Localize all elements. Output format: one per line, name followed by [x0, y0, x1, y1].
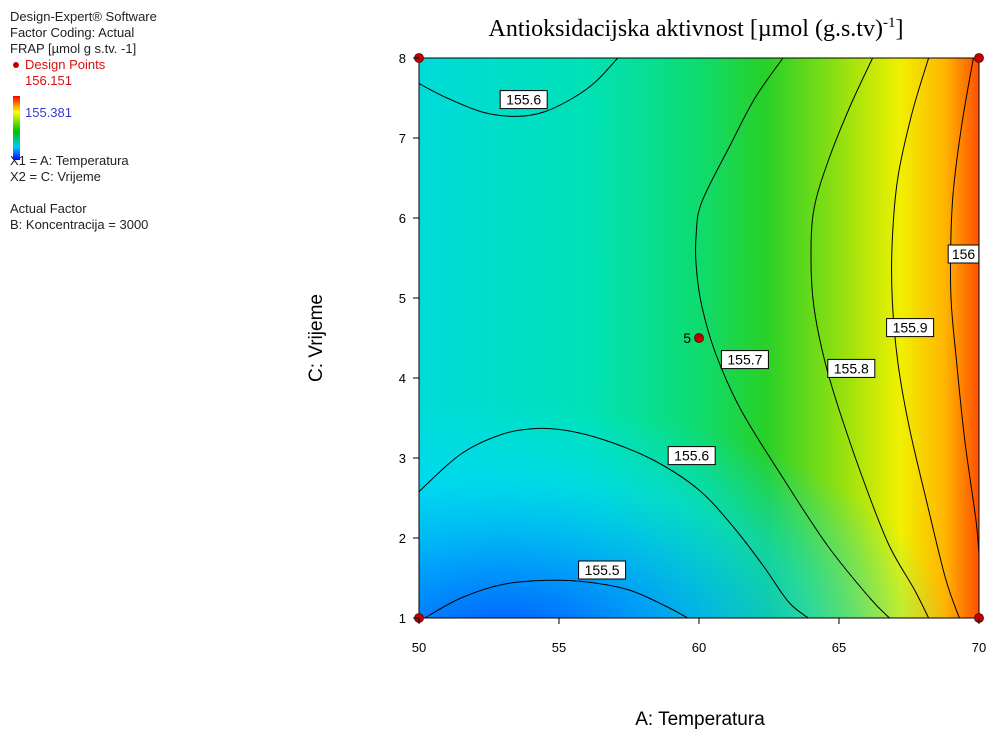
contour-label-box-4: [827, 358, 876, 378]
legend-panel: Design-Expert® Software Factor Coding: A…: [10, 9, 157, 233]
x2-factor: X2 = C: Vrijeme: [10, 169, 101, 184]
design-points-label: Design Points: [25, 57, 106, 72]
chart-title-superscript: -1: [883, 15, 896, 31]
x-axis-label: A: Temperatura: [635, 709, 765, 730]
contour-label-4: 155.8: [834, 360, 869, 376]
contour-line-1: [418, 57, 619, 117]
x-tick-label-0: 50: [412, 640, 426, 655]
y-tick-label-5: 6: [399, 211, 406, 226]
chart-title-suffix: ]: [895, 16, 903, 42]
actual-factor-value: B: Koncentracija = 3000: [10, 217, 149, 232]
y-tick-label-0: 1: [399, 611, 406, 626]
y-tick-label-4: 5: [399, 291, 406, 306]
contour-label-3: 155.7: [727, 352, 762, 368]
software-name: Design-Expert® Software: [10, 9, 157, 24]
design-point-4: [694, 333, 704, 343]
design-point-label-4: 5: [683, 330, 691, 346]
design-point-icon: [13, 62, 19, 69]
contour-line-2: [418, 427, 809, 619]
contour-label-box-1: [499, 90, 548, 110]
y-tick-label-6: 7: [399, 131, 406, 146]
color-scale-bar: [13, 96, 20, 160]
contour-label-2: 155.6: [674, 448, 709, 464]
chart-title: Antioksidacijska aktivnost [µmol (g.s.tv…: [489, 15, 904, 42]
color-scale-min: 155.381: [25, 105, 72, 120]
contour-line-6: [949, 57, 980, 555]
contour-line-0: [424, 579, 689, 619]
factor-coding: Factor Coding: Actual: [10, 25, 135, 40]
y-tick-label-1: 2: [399, 531, 406, 546]
x-tick-label-4: 70: [972, 640, 986, 655]
contour-label-0: 155.5: [585, 562, 620, 578]
color-scale-max: 156.151: [25, 73, 72, 88]
y-axis-label: C: Vrijeme: [306, 294, 327, 382]
x-tick-label-1: 55: [552, 640, 566, 655]
contour-label-box-5: [886, 318, 935, 338]
plot-area: 155.5 155.6 155.6 155.7 155.8 155.9 156 5: [414, 53, 984, 623]
contour-label-5: 155.9: [893, 320, 928, 336]
y-tick-label-3: 4: [399, 371, 406, 386]
design-point-1: [974, 53, 984, 63]
x-axis: 50 55 60 65 70: [412, 618, 986, 655]
x-tick-label-2: 60: [692, 640, 706, 655]
response-name: FRAP [µmol g s.tv. -1]: [10, 41, 137, 56]
x-tick-label-3: 65: [832, 640, 846, 655]
design-points-legend: Design Points: [10, 57, 157, 73]
contour-label-box-2: [667, 446, 716, 466]
contour-line-3: [695, 57, 890, 619]
y-axis: 1 2 3 4 5 6 7 8: [399, 51, 419, 626]
design-points: 5: [414, 53, 984, 623]
x1-factor: X1 = A: Temperatura: [10, 153, 129, 168]
contour-label-6: 156: [952, 246, 976, 262]
chart-title-main: Antioksidacijska aktivnost [µmol (g.s.tv…: [489, 16, 883, 42]
contour-label-box-3: [720, 350, 769, 370]
actual-factor-heading: Actual Factor: [10, 201, 87, 216]
contour-label-1: 155.6: [506, 92, 541, 108]
contour-labels: 155.5 155.6 155.6 155.7 155.8 155.9 156: [499, 90, 980, 580]
contour-lines: [418, 57, 980, 619]
y-tick-label-2: 3: [399, 451, 406, 466]
contour-label-box-0: [578, 560, 627, 580]
y-tick-label-7: 8: [399, 51, 406, 66]
contour-line-4: [810, 57, 930, 619]
